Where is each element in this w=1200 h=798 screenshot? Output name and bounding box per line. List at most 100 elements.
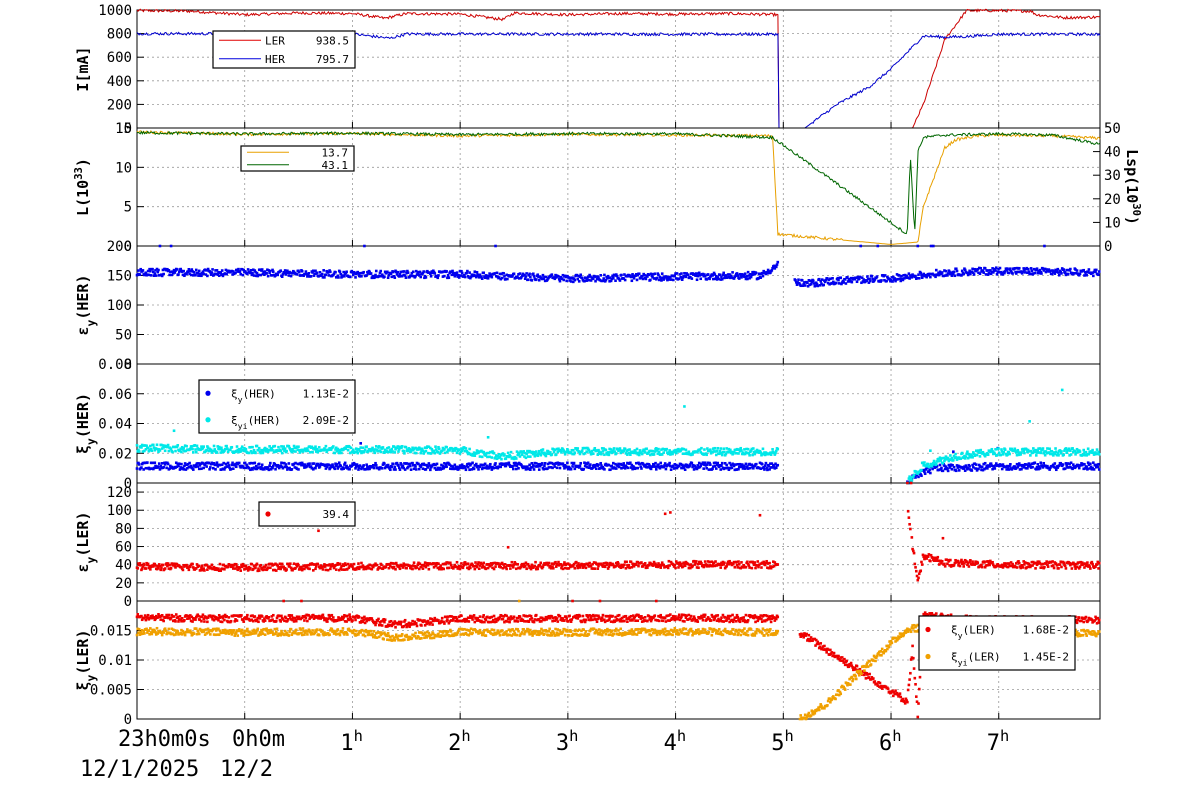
data-point: [1089, 462, 1092, 466]
data-point: [297, 445, 300, 449]
data-point: [1063, 271, 1067, 275]
data-point: [542, 467, 545, 471]
data-point: [363, 244, 366, 248]
data-point: [648, 449, 651, 453]
data-point: [166, 616, 170, 620]
data-point: [776, 463, 780, 467]
data-point: [570, 448, 574, 452]
data-point: [626, 565, 630, 569]
data-point: [769, 462, 772, 465]
data-point: [301, 567, 305, 571]
data-point: [711, 564, 714, 568]
data-point: [1016, 270, 1020, 274]
data-point: [472, 451, 476, 454]
data-point: [726, 560, 730, 564]
data-point: [419, 451, 423, 455]
data-point: [351, 565, 354, 569]
data-point: [604, 561, 608, 565]
data-point: [991, 450, 994, 453]
data-point: [694, 274, 697, 277]
data-point: [255, 562, 259, 566]
data-point: [799, 284, 803, 288]
data-point: [766, 562, 770, 565]
data-point: [1017, 560, 1020, 563]
data-point: [854, 276, 858, 280]
data-point: [704, 464, 708, 467]
data-point: [997, 267, 1000, 271]
data-point: [485, 451, 488, 455]
data-point: [202, 466, 205, 470]
data-point: [763, 563, 767, 567]
data-point: [192, 270, 196, 274]
data-point: [314, 567, 317, 571]
data-point: [514, 457, 518, 460]
data-point: [171, 450, 174, 454]
data-point: [168, 467, 171, 470]
data-point: [309, 451, 312, 454]
data-point: [254, 566, 257, 569]
data-point: [450, 447, 454, 450]
data-point: [622, 449, 625, 453]
data-point: [455, 451, 459, 455]
data-point: [995, 464, 999, 467]
data-point: [718, 449, 722, 453]
data-point: [229, 448, 232, 452]
data-point: [991, 267, 994, 270]
data-point: [682, 466, 685, 470]
data-point: [483, 466, 486, 470]
data-point: [823, 280, 827, 284]
data-point: [703, 448, 706, 451]
data-point: [223, 468, 226, 471]
data-point: [839, 276, 843, 280]
data-point: [156, 447, 160, 451]
data-point: [452, 447, 456, 451]
data-point: [528, 449, 531, 453]
data-point: [673, 450, 677, 454]
data-point: [505, 273, 508, 277]
data-point: [449, 561, 452, 565]
data-point: [873, 278, 877, 281]
data-point: [160, 613, 164, 617]
data-point: [734, 451, 738, 455]
data-point: [553, 277, 557, 281]
data-point: [622, 462, 625, 465]
data-point: [170, 562, 174, 565]
data-point: [1086, 453, 1089, 456]
data-point: [937, 563, 941, 566]
data-point: [764, 561, 768, 565]
data-point: [769, 453, 773, 456]
data-point: [597, 564, 600, 568]
data-point: [760, 462, 764, 466]
data-point: [360, 561, 363, 565]
data-point: [174, 466, 177, 469]
data-point: [374, 269, 378, 273]
data-point: [896, 277, 900, 281]
data-point: [293, 446, 297, 450]
data-point: [958, 564, 962, 568]
data-point: [246, 268, 250, 271]
data-point: [963, 465, 966, 468]
data-point: [766, 566, 769, 570]
data-point: [721, 450, 725, 454]
data-point: [710, 560, 714, 564]
data-point: [1005, 562, 1008, 565]
data-point: [587, 278, 591, 282]
data-point: [699, 277, 703, 281]
data-point: [478, 564, 482, 567]
data-point: [327, 463, 331, 467]
data-point: [1053, 452, 1057, 456]
data-point: [264, 563, 268, 567]
data-point: [772, 564, 776, 568]
data-point: [451, 565, 454, 569]
data-point: [763, 451, 766, 454]
data-point: [341, 274, 345, 277]
data-point: [160, 443, 163, 447]
data-point: [233, 562, 237, 566]
data-point: [712, 465, 715, 468]
data-point: [283, 461, 286, 465]
data-point: [481, 466, 485, 470]
legend-box: [212, 30, 356, 69]
data-point: [267, 448, 271, 452]
data-point: [392, 565, 396, 569]
data-point: [626, 448, 630, 452]
